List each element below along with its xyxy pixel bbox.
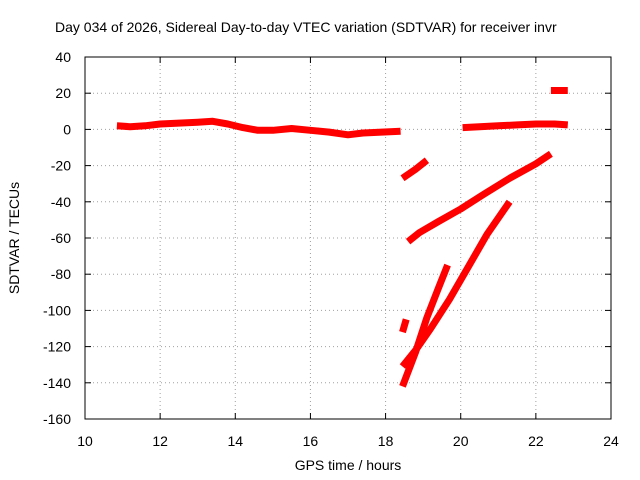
y-tick-label: -140 xyxy=(43,375,71,391)
y-tick-label: -160 xyxy=(43,411,71,427)
y-tick-label: 0 xyxy=(63,121,71,137)
x-axis-label: GPS time / hours xyxy=(295,457,402,473)
y-tick-label: -120 xyxy=(43,339,71,355)
x-tick-label: 14 xyxy=(227,433,243,449)
y-tick-label: -20 xyxy=(51,158,71,174)
y-tick-label: -80 xyxy=(51,266,71,282)
x-tick-label: 20 xyxy=(453,433,469,449)
x-tick-label: 12 xyxy=(152,433,168,449)
y-tick-label: 40 xyxy=(55,49,71,65)
x-tick-label: 16 xyxy=(303,433,319,449)
y-tick-label: -60 xyxy=(51,230,71,246)
x-tick-label: 22 xyxy=(528,433,544,449)
x-tick-label: 18 xyxy=(378,433,394,449)
y-tick-label: 20 xyxy=(55,85,71,101)
plot-frame xyxy=(84,56,612,420)
ticks: 10 12 14 16 18 20 22 24 -160 -140 -120 -100 -80 -60 -4… xyxy=(43,49,619,449)
series-line-8 xyxy=(399,263,451,388)
series-group xyxy=(116,87,569,388)
grid xyxy=(85,57,611,419)
series-line-5 xyxy=(405,150,553,245)
y-tick-label: -40 xyxy=(51,194,71,210)
series-line-4 xyxy=(400,157,430,182)
y-tick-label: -100 xyxy=(43,302,71,318)
series-line-6 xyxy=(399,318,410,334)
x-tick-label: 10 xyxy=(77,433,93,449)
series-line-1 xyxy=(116,117,401,139)
y-axis-label: SDTVAR / TECUs xyxy=(6,182,22,294)
x-tick-label: 24 xyxy=(603,433,619,449)
series-line-2 xyxy=(462,120,569,132)
chart-title: Day 034 of 2026, Sidereal Day-to-day VTE… xyxy=(55,19,557,35)
